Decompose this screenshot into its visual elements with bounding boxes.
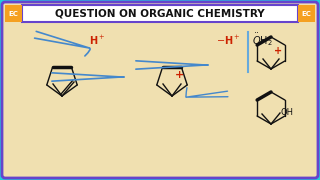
- Bar: [298, 5, 315, 22]
- Text: QUESTION ON ORGANIC CHEMISTRY: QUESTION ON ORGANIC CHEMISTRY: [55, 8, 265, 19]
- FancyBboxPatch shape: [2, 2, 318, 178]
- Text: $\ddot{O}$H$_2$: $\ddot{O}$H$_2$: [252, 31, 273, 48]
- Text: +: +: [175, 70, 185, 80]
- Text: $-$H$^+$: $-$H$^+$: [216, 33, 241, 47]
- Bar: [5, 5, 22, 22]
- Text: EC: EC: [301, 10, 311, 17]
- Text: OH: OH: [281, 107, 294, 116]
- Bar: [22, 5, 298, 22]
- Text: H$^+$: H$^+$: [89, 34, 105, 47]
- Text: EC: EC: [9, 10, 19, 17]
- Text: +: +: [274, 46, 282, 56]
